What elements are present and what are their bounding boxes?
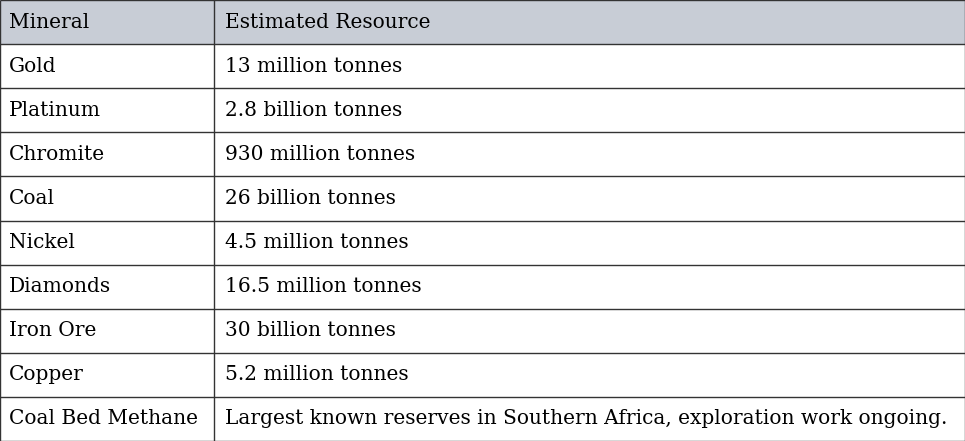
Text: Iron Ore: Iron Ore [9,321,96,340]
Text: 4.5 million tonnes: 4.5 million tonnes [226,233,409,252]
Bar [0,88,965,132]
Bar [0,0,965,44]
Text: 5.2 million tonnes: 5.2 million tonnes [226,365,409,385]
Bar [0,309,965,353]
Text: Gold: Gold [9,56,56,76]
Text: 930 million tonnes: 930 million tonnes [226,145,416,164]
Text: Chromite: Chromite [9,145,104,164]
Text: 16.5 million tonnes: 16.5 million tonnes [226,277,422,296]
Bar [0,397,965,441]
Bar [0,353,965,397]
Text: Platinum: Platinum [9,101,100,120]
Text: Coal Bed Methane: Coal Bed Methane [9,409,198,429]
Text: Estimated Resource: Estimated Resource [226,12,431,32]
Text: 26 billion tonnes: 26 billion tonnes [226,189,397,208]
Text: Diamonds: Diamonds [9,277,111,296]
Bar [0,265,965,309]
Text: 30 billion tonnes: 30 billion tonnes [226,321,397,340]
Bar [0,44,965,88]
Bar [0,220,965,265]
Text: 13 million tonnes: 13 million tonnes [226,56,402,76]
Bar [0,132,965,176]
Bar [0,176,965,220]
Text: Nickel: Nickel [9,233,74,252]
Text: Coal: Coal [9,189,55,208]
Text: Largest known reserves in Southern Africa, exploration work ongoing.: Largest known reserves in Southern Afric… [226,409,948,429]
Text: 2.8 billion tonnes: 2.8 billion tonnes [226,101,402,120]
Text: Copper: Copper [9,365,83,385]
Text: Mineral: Mineral [9,12,89,32]
